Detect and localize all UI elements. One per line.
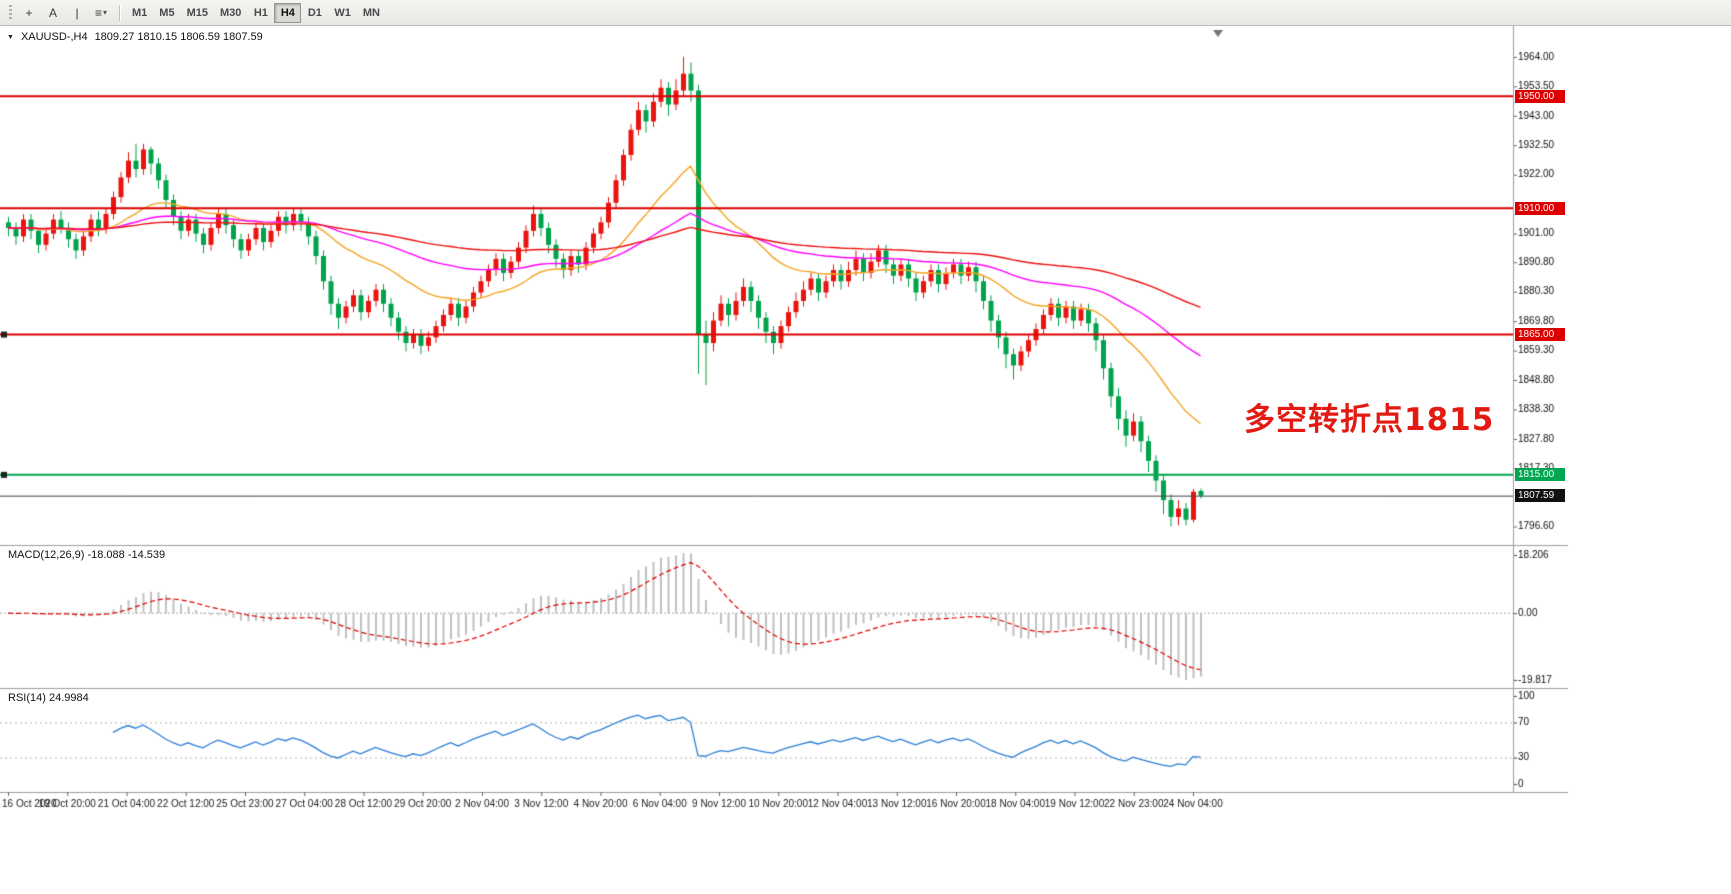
timeframe-m30-button[interactable]: M30 (214, 3, 247, 23)
symbol-dropdown-icon[interactable]: ▼ (7, 33, 14, 41)
charts-toolbar: + A | ≡ ▾ M1 M5 M15 M30 H1 H4 D1 W1 MN (0, 0, 1731, 26)
vertical-line-icon: | (75, 5, 79, 20)
price-badge: 1865.00 (1515, 328, 1565, 342)
price-badge: 1910.00 (1515, 201, 1565, 215)
toolbar-separator (119, 4, 120, 21)
price-badge: 1950.00 (1515, 89, 1565, 103)
text-tool-button[interactable]: A (41, 3, 65, 23)
text-tool-icon: A (48, 5, 57, 20)
rsi-indicator-label: RSI(14) 24.9984 (8, 692, 89, 704)
price-chart-canvas[interactable] (0, 26, 1731, 894)
chart-title: ▼ XAUUSD-,H4 1809.27 1810.15 1806.59 180… (7, 31, 263, 43)
crosshair-tool-button[interactable]: + (17, 3, 41, 23)
price-badge: 1815.00 (1515, 468, 1565, 482)
line-studies-icon: ≡ (94, 5, 102, 20)
ohlc-quote-label: 1809.27 1810.15 1806.59 1807.59 (94, 31, 263, 43)
chart-window: ▼ XAUUSD-,H4 1809.27 1810.15 1806.59 180… (0, 26, 1731, 894)
timeframe-m15-button[interactable]: M15 (181, 3, 214, 23)
chevron-down-icon: ▾ (103, 8, 108, 17)
timeframe-mn-button[interactable]: MN (357, 3, 386, 23)
timeframe-w1-button[interactable]: W1 (328, 3, 357, 23)
symbol-period-label: XAUUSD-,H4 (20, 31, 88, 43)
timeframe-m1-button[interactable]: M1 (126, 3, 153, 23)
timeframe-m5-button[interactable]: M5 (153, 3, 180, 23)
timeframe-h4-button[interactable]: H4 (274, 2, 302, 23)
price-badge: 1807.59 (1515, 489, 1565, 503)
line-studies-dropdown-button[interactable]: ≡ ▾ (89, 3, 113, 23)
annotation-text[interactable]: 多空转折点1815 (1244, 402, 1495, 438)
macd-indicator-label: MACD(12,26,9) -18.088 -14.539 (8, 549, 166, 561)
timeframe-h1-button[interactable]: H1 (247, 3, 274, 23)
timeframe-d1-button[interactable]: D1 (301, 3, 328, 23)
vertical-line-tool-button[interactable]: | (65, 3, 89, 23)
crosshair-icon: + (25, 5, 33, 20)
toolbar-grip[interactable] (9, 4, 12, 21)
